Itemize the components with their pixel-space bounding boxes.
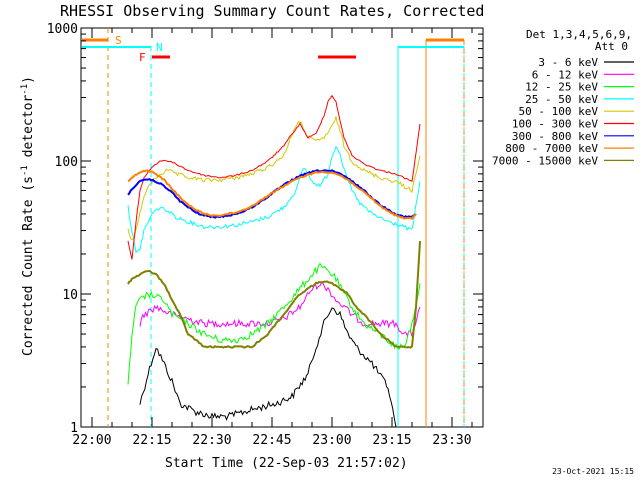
series-line-4	[127, 145, 421, 254]
legend-header-line1: Det 1,3,4,5,6,9,	[526, 28, 632, 41]
x-axis: 22:00 22:15 22:30 22:45 23:00 23:15 23:30	[72, 28, 473, 448]
x-tick-label: 22:15	[132, 433, 171, 448]
x-tick-label: 23:15	[372, 433, 411, 448]
legend-label: 12 - 25 keV	[525, 81, 598, 94]
series-line-6	[127, 94, 421, 260]
series-line-8	[127, 169, 417, 221]
x-tick-label: 22:45	[252, 433, 291, 448]
y-axis-label: Corrected Count Rate (s-1 detector-1)	[20, 76, 36, 356]
series-layer	[127, 94, 421, 428]
legend-label: 6 - 12 keV	[532, 68, 599, 81]
plot-frame	[80, 27, 484, 428]
x-tick-label: 23:30	[432, 433, 471, 448]
series-line-3	[127, 262, 421, 385]
legend-label: 3 - 6 keV	[538, 56, 598, 69]
x-axis-label: Start Time (22-Sep-03 21:57:02)	[165, 456, 408, 471]
series-line-5	[127, 116, 421, 241]
series-line-9	[127, 241, 421, 349]
series-line-1	[139, 307, 397, 428]
y-axis: 1 10 100 1000	[47, 22, 483, 436]
legend-header-line2: Att 0	[595, 40, 628, 53]
y-tick-label: 10	[62, 288, 78, 303]
x-tick-label: 22:30	[192, 433, 231, 448]
y-tick-label: 1	[70, 421, 78, 436]
series-line-7	[127, 169, 417, 219]
flare-marker: F	[139, 51, 146, 64]
legend-label: 100 - 300 keV	[512, 118, 598, 131]
night-marker: N	[156, 41, 163, 54]
y-tick-label: 1000	[47, 22, 78, 37]
legend-label: 25 - 50 keV	[525, 93, 598, 106]
legend-label: 300 - 800 keV	[512, 130, 598, 143]
observing-mode-lines: S N F	[82, 28, 465, 427]
legend-label: 800 - 7000 keV	[505, 142, 598, 155]
generation-timestamp: 23-Oct-2021 15:15	[552, 467, 634, 476]
legend-label: 7000 - 15000 keV	[492, 154, 598, 167]
x-tick-label: 23:00	[312, 433, 351, 448]
saa-marker: S	[115, 34, 122, 47]
legend-label: 50 - 100 keV	[519, 105, 599, 118]
x-tick-label: 22:00	[72, 433, 111, 448]
chart-title: RHESSI Observing Summary Count Rates, Co…	[60, 2, 484, 20]
y-tick-label: 100	[55, 155, 78, 170]
